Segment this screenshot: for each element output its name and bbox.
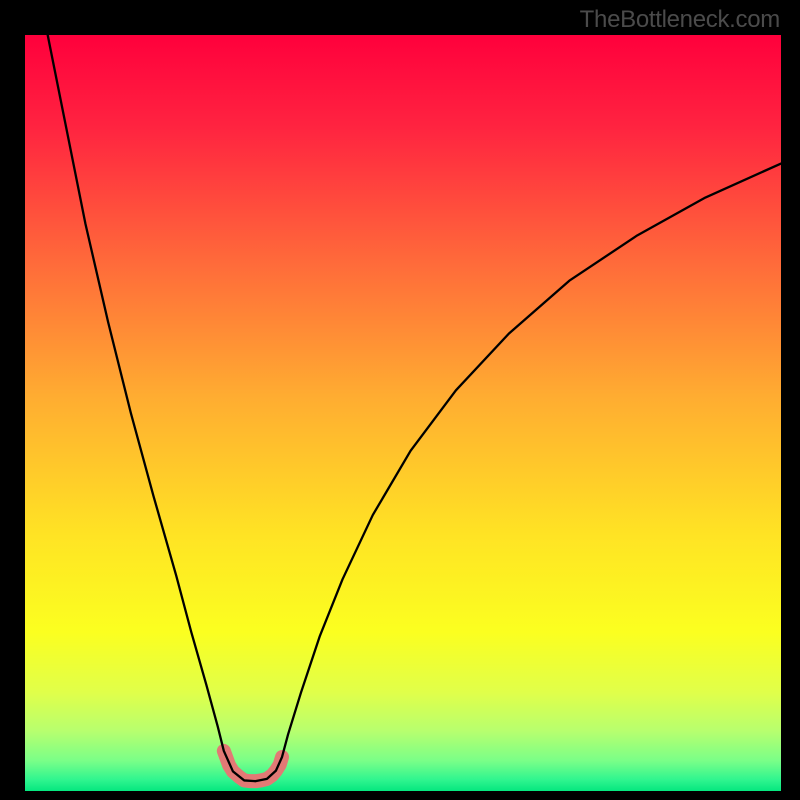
bottleneck-curve xyxy=(48,35,781,781)
outer-black-frame xyxy=(0,0,800,800)
watermark-text: TheBottleneck.com xyxy=(580,6,780,34)
chart-svg xyxy=(25,35,781,791)
salient-valley-polyline xyxy=(224,751,282,781)
